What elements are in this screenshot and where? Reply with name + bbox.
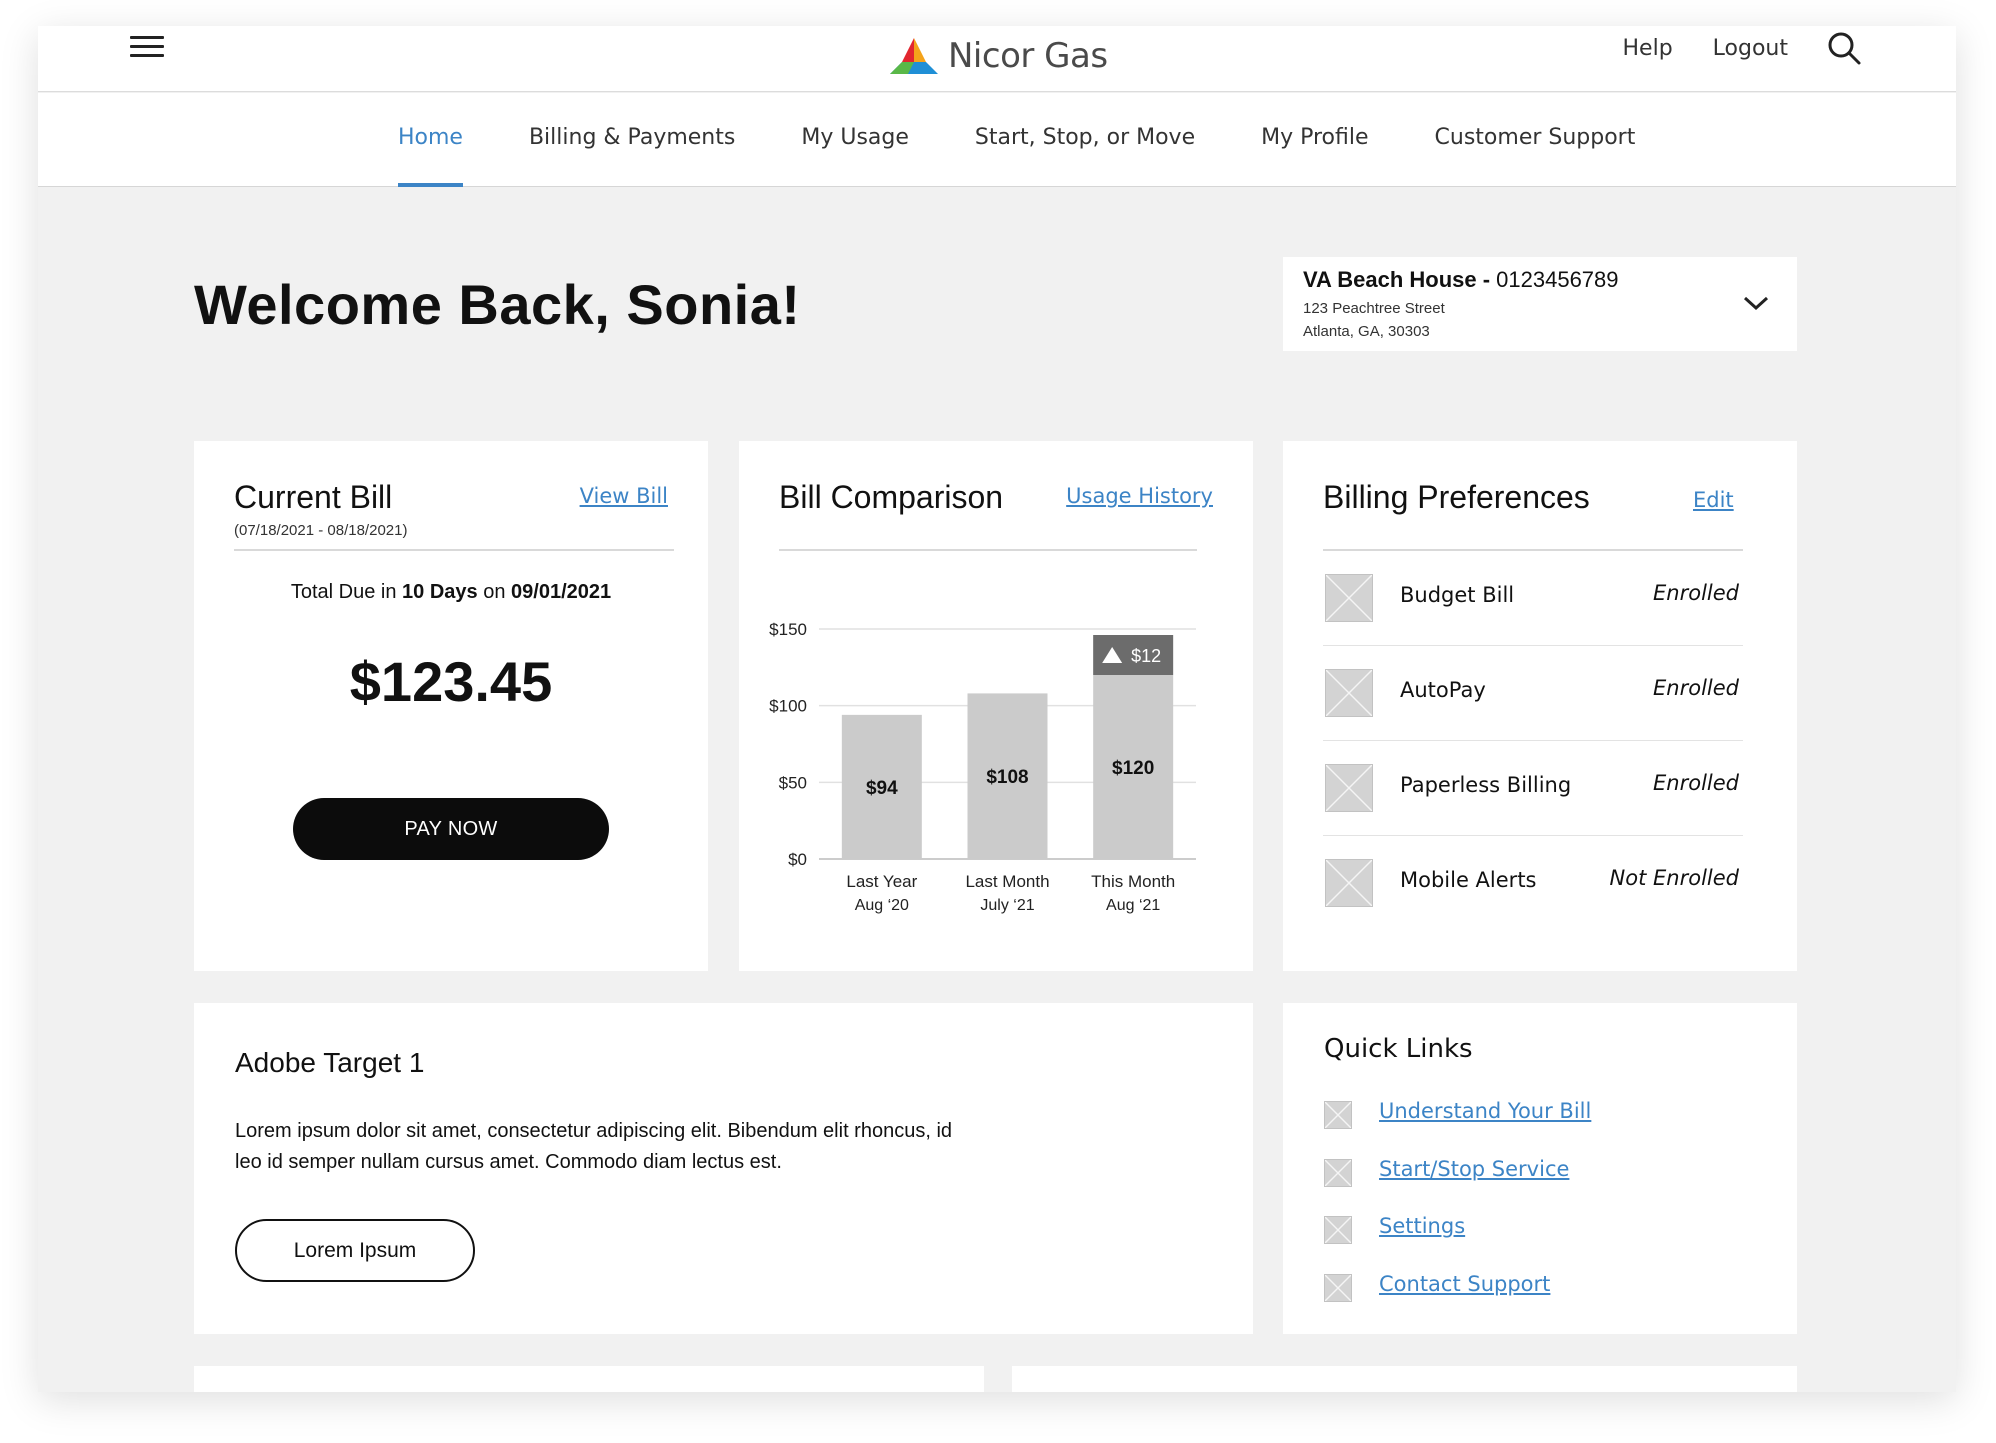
x-tick-sublabel: Aug ‘20: [855, 897, 909, 914]
bar-value-label: $120: [1112, 758, 1154, 779]
preference-label: Mobile Alerts: [1400, 868, 1537, 892]
mobile-alerts-image-placeholder-icon: [1325, 859, 1373, 907]
preference-label: Paperless Billing: [1400, 773, 1572, 797]
preference-label: AutoPay: [1400, 678, 1486, 702]
up-triangle-icon: [1102, 647, 1123, 663]
view-bill-link[interactable]: View Bill: [579, 484, 668, 508]
nav-start-stop-move[interactable]: Start, Stop, or Move: [974, 125, 1196, 150]
paperless-billing-image-placeholder-icon: [1325, 764, 1373, 812]
billing-preferences-title: Billing Preferences: [1323, 479, 1590, 515]
start-stop-image-placeholder-icon: [1324, 1159, 1352, 1187]
nav-customer-support[interactable]: Customer Support: [1434, 125, 1636, 150]
promo-button[interactable]: Lorem Ipsum: [235, 1219, 475, 1282]
due-mid: on: [477, 581, 512, 603]
bar: [1093, 675, 1174, 859]
increase-badge: [1093, 635, 1174, 675]
bill-comparison-title: Bill Comparison: [779, 479, 1004, 515]
quick-link-label[interactable]: Contact Support: [1379, 1272, 1551, 1296]
preference-row-paperless-billing[interactable]: Paperless Billing Enrolled: [1323, 741, 1743, 836]
account-selector[interactable]: VA Beach House - 0123456789 123 Peachtre…: [1283, 257, 1797, 351]
quick-link-label[interactable]: Understand Your Bill: [1379, 1099, 1592, 1123]
y-tick-label: $150: [769, 620, 807, 639]
due-date: 09/01/2021: [511, 581, 612, 603]
x-tick-sublabel: July ‘21: [980, 897, 1034, 914]
logout-link[interactable]: Logout: [1712, 35, 1788, 61]
y-tick-label: $50: [779, 773, 807, 792]
divider: [779, 549, 1197, 551]
y-tick-label: $0: [788, 850, 807, 869]
nav-my-usage[interactable]: My Usage: [801, 125, 909, 150]
preference-status: Not Enrolled: [1609, 866, 1739, 890]
contact-support-image-placeholder-icon: [1324, 1274, 1352, 1302]
billing-period: (07/18/2021 - 08/18/2021): [234, 522, 408, 539]
pay-now-button[interactable]: PAY NOW: [293, 798, 609, 860]
nav-home[interactable]: Home: [398, 93, 463, 187]
x-tick-label: This Month: [1091, 872, 1175, 891]
account-street: 123 Peachtree Street: [1303, 300, 1445, 317]
promo-title: Adobe Target 1: [235, 1047, 425, 1078]
y-tick-label: $100: [769, 697, 807, 716]
quick-links-title: Quick Links: [1324, 1034, 1473, 1064]
usage-history-link[interactable]: Usage History: [1066, 484, 1213, 508]
preference-row-mobile-alerts[interactable]: Mobile Alerts Not Enrolled: [1323, 836, 1743, 931]
quick-link-label[interactable]: Start/Stop Service: [1379, 1157, 1570, 1181]
x-tick-label: Last Year: [846, 872, 917, 891]
bar-value-label: $94: [866, 778, 898, 799]
lower-card-right: [1012, 1366, 1797, 1392]
quick-links-card: Quick Links Understand Your Bill Start/S…: [1283, 1003, 1797, 1334]
bill-comparison-chart: $0 $50 $100 $150 $94 Last Year Aug ‘20 $108 Last…: [769, 620, 1196, 914]
preference-status: Enrolled: [1653, 676, 1739, 700]
bill-comparison-card: Bill Comparison Usage History $0 $50 $100 $…: [739, 441, 1253, 971]
divider: [234, 549, 674, 551]
account-name: VA Beach House -: [1303, 267, 1497, 292]
hamburger-menu-icon[interactable]: [130, 30, 164, 64]
flame-logo-icon: [890, 38, 938, 74]
bar-value-label: $108: [986, 767, 1028, 788]
brand-name: Nicor Gas: [948, 36, 1108, 76]
lower-card-left: [194, 1366, 984, 1392]
x-tick-sublabel: Aug ‘21: [1106, 897, 1160, 914]
brand-logo[interactable]: Nicor Gas: [888, 26, 1108, 86]
page-title: Welcome Back, Sonia!: [194, 273, 801, 336]
autopay-image-placeholder-icon: [1325, 669, 1373, 717]
nav-my-profile[interactable]: My Profile: [1261, 125, 1369, 150]
due-days: 10 Days: [402, 581, 478, 603]
understand-bill-image-placeholder-icon: [1324, 1101, 1352, 1129]
divider: [1323, 549, 1743, 551]
preference-row-autopay[interactable]: AutoPay Enrolled: [1323, 646, 1743, 741]
nav-billing-payments[interactable]: Billing & Payments: [528, 125, 736, 150]
top-header: Nicor Gas Help Logout: [38, 26, 1956, 92]
bar: [841, 714, 922, 859]
budget-bill-image-placeholder-icon: [1325, 574, 1373, 622]
chevron-down-icon: [1743, 296, 1769, 311]
preference-label: Budget Bill: [1400, 583, 1515, 607]
preference-status: Enrolled: [1653, 581, 1739, 605]
preference-status: Enrolled: [1653, 771, 1739, 795]
billing-preferences-card: Billing Preferences Edit Budget Bill Enr…: [1283, 441, 1797, 971]
account-city: Atlanta, GA, 30303: [1303, 323, 1430, 340]
bar: [967, 693, 1048, 859]
account-name-line: VA Beach House - 0123456789: [1303, 267, 1619, 293]
edit-preferences-link[interactable]: Edit: [1693, 488, 1734, 512]
main-navigation: Home Billing & Payments My Usage Start, …: [38, 93, 1956, 187]
preference-row-budget-bill[interactable]: Budget Bill Enrolled: [1323, 551, 1743, 646]
current-bill-title: Current Bill: [234, 479, 393, 515]
quick-link-label[interactable]: Settings: [1379, 1214, 1466, 1238]
account-number: 0123456789: [1496, 267, 1619, 292]
total-due-text: Total Due in 10 Days on 09/01/2021: [194, 581, 708, 604]
amount-due: $123.45: [349, 650, 553, 713]
x-tick-label: Last Month: [965, 872, 1049, 891]
app-frame: Nicor Gas Help Logout Home Billing & Pay…: [38, 26, 1956, 1392]
top-links: Help Logout: [1583, 30, 1862, 66]
due-prefix: Total Due in: [290, 581, 403, 603]
search-icon[interactable]: [1826, 30, 1862, 66]
current-bill-card: Current Bill View Bill (07/18/2021 - 08/…: [194, 441, 708, 971]
settings-image-placeholder-icon: [1324, 1216, 1352, 1244]
promo-card: Adobe Target 1 Lorem ipsum dolor sit ame…: [194, 1003, 1253, 1334]
promo-body: Lorem ipsum dolor sit amet, consectetur …: [235, 1120, 953, 1173]
help-link[interactable]: Help: [1622, 35, 1673, 61]
increase-label: $12: [1131, 646, 1161, 666]
